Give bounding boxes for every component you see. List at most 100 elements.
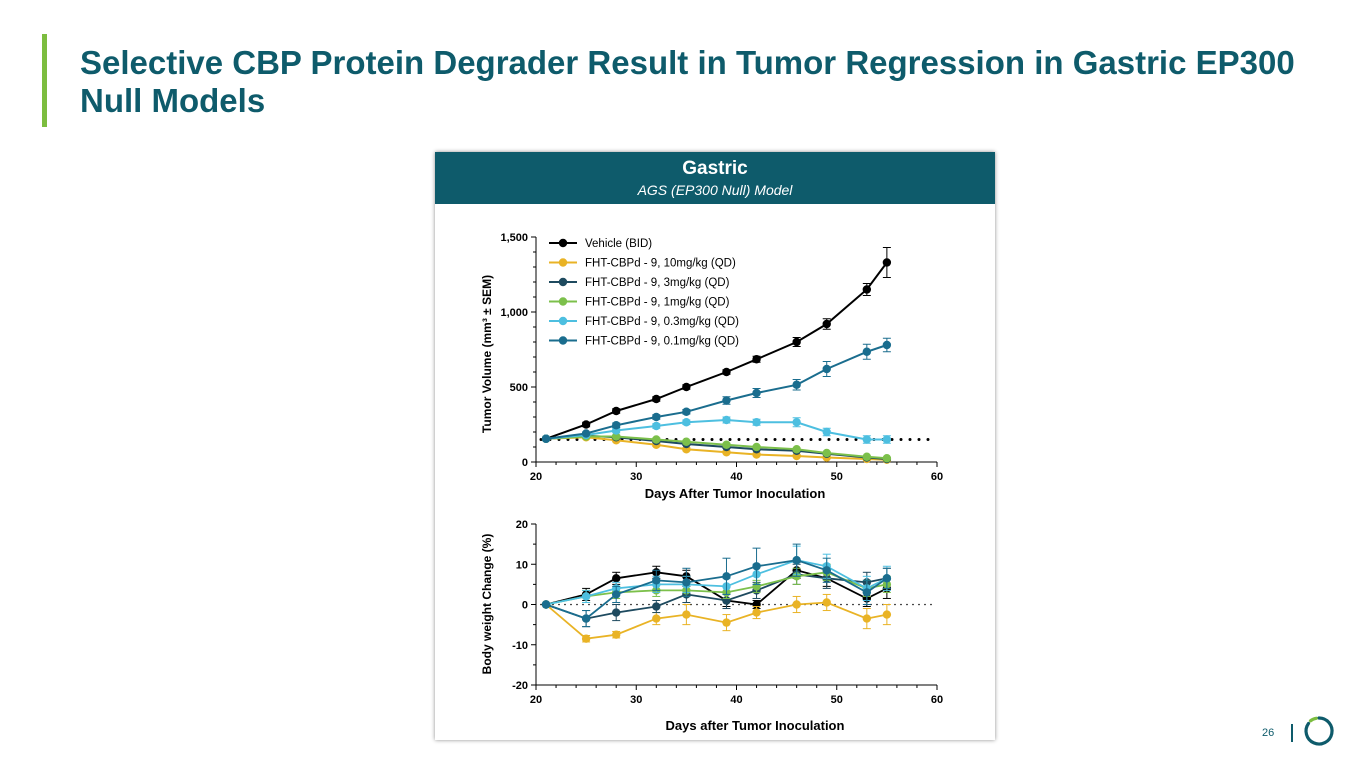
data-point (752, 388, 761, 398)
data-point (581, 429, 591, 438)
legend-marker (558, 277, 568, 287)
page-separator (1291, 724, 1293, 742)
data-point (652, 394, 661, 404)
legend-marker (558, 297, 568, 306)
y-tick-label: -10 (512, 640, 528, 652)
legend-label: FHT-CBPd - 9, 3mg/kg (QD) (585, 277, 730, 289)
chart-2: 20 30 40 50 60 -20 -10 0 10 20 Days after Tumor In… (480, 519, 943, 733)
data-point (652, 576, 661, 585)
data-point (722, 440, 731, 449)
data-point (652, 435, 661, 444)
series-line (545, 601, 888, 640)
data-point (612, 574, 621, 583)
y-axis-title: Tumor Volume (mm³ ± SEM) (480, 275, 494, 433)
data-point (682, 578, 691, 587)
legend-label: FHT-CBPd - 9, 0.3mg/kg (QD) (585, 316, 739, 328)
data-point (862, 435, 872, 444)
data-point (882, 574, 892, 583)
x-tick-label: 30 (630, 471, 642, 483)
data-point (882, 610, 892, 619)
data-point (792, 445, 801, 454)
legend-label: FHT-CBPd - 9, 0.1mg/kg (QD) (585, 336, 739, 348)
data-point (862, 285, 872, 294)
x-tick-label: 20 (530, 471, 542, 483)
y-tick-label: 0 (522, 457, 528, 469)
data-point (792, 337, 801, 347)
data-point (612, 432, 621, 441)
data-point (581, 634, 591, 643)
data-point (682, 610, 691, 619)
data-point (722, 367, 731, 377)
data-point (752, 355, 761, 364)
data-point (792, 380, 801, 389)
data-point (652, 614, 661, 623)
y-tick-label: 1,000 (500, 307, 528, 319)
legend-marker (558, 316, 568, 326)
data-point (652, 412, 661, 422)
x-tick-label: 50 (831, 694, 843, 706)
data-point (722, 572, 731, 581)
y-tick-label: 20 (516, 519, 528, 531)
series-line (545, 573, 888, 620)
data-point (882, 258, 892, 267)
data-point (722, 618, 731, 627)
x-tick-label: 60 (931, 694, 943, 706)
data-point (862, 588, 872, 597)
chart-1: 20 30 40 50 60 0 500 1,000 1,500 Days After Tumor… (480, 232, 943, 501)
x-tick-label: 30 (630, 694, 642, 706)
y-tick-label: 10 (516, 559, 528, 571)
panel-subtitle: AGS (EP300 Null) Model (637, 182, 793, 198)
data-point (682, 407, 691, 416)
legend-marker (558, 336, 568, 345)
data-point (541, 600, 551, 609)
x-tick-label: 20 (530, 694, 542, 706)
data-point (581, 420, 591, 429)
data-point (581, 592, 591, 601)
y-tick-label: 1,500 (500, 232, 528, 244)
data-point (612, 590, 621, 599)
data-point (792, 418, 801, 427)
data-point (541, 434, 551, 443)
data-point (822, 319, 831, 329)
y-axis-title: Body weight Change (%) (480, 534, 494, 675)
y-tick-label: 500 (510, 382, 528, 394)
x-axis-title: Days After Tumor Inoculation (645, 486, 826, 501)
y-tick-label: 0 (522, 600, 528, 612)
data-point (792, 556, 801, 565)
data-point (862, 614, 872, 623)
data-point (822, 427, 831, 437)
data-point (652, 602, 661, 611)
series-line (545, 436, 887, 461)
company-logo-icon (1304, 716, 1334, 746)
data-point (612, 421, 621, 430)
legend-label: Vehicle (BID) (585, 238, 652, 250)
x-tick-label: 40 (730, 471, 742, 483)
legend-marker (558, 238, 568, 248)
data-point (752, 608, 761, 617)
data-point (882, 340, 892, 350)
panel-header: Gastric AGS (EP300 Null) Model (435, 152, 995, 204)
chart-panel: Gastric AGS (EP300 Null) Model 20 30 40 50 6… (435, 152, 995, 740)
data-point (822, 364, 831, 374)
data-point (652, 421, 661, 431)
series-5 (541, 415, 892, 444)
data-point (752, 442, 761, 452)
x-tick-label: 50 (831, 471, 843, 483)
legend-label: FHT-CBPd - 9, 10mg/kg (QD) (585, 258, 736, 270)
data-point (722, 396, 731, 405)
data-point (612, 406, 621, 416)
data-point (752, 562, 761, 571)
legend: Vehicle (BID) FHT-CBPd - 9, 10mg/kg (QD) F… (549, 238, 739, 348)
data-point (862, 452, 872, 461)
data-point (752, 418, 761, 427)
data-point (682, 437, 691, 446)
data-point (612, 630, 621, 639)
data-point (722, 415, 731, 425)
data-point (792, 600, 801, 609)
title-accent-bar (42, 34, 47, 127)
y-tick-label: -20 (512, 680, 528, 692)
panel-title: Gastric (682, 158, 748, 179)
series-6 (541, 337, 892, 443)
series-line (545, 344, 888, 440)
